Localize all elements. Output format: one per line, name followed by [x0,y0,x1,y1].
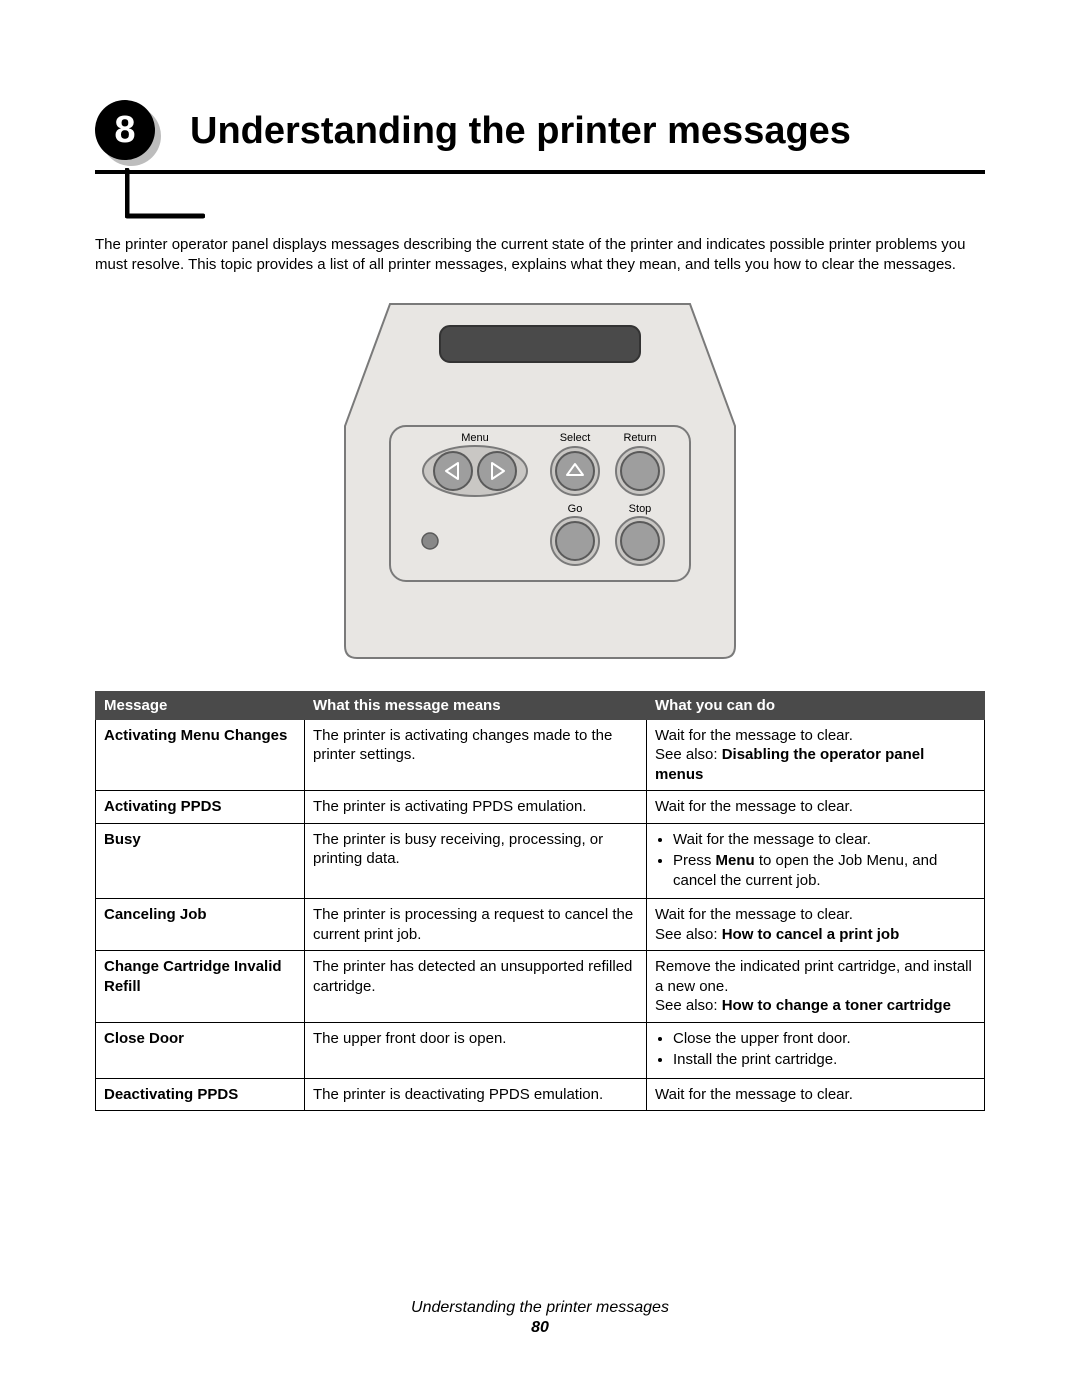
panel-label-go: Go [568,503,583,515]
page: 8 Understanding the printer messages The… [0,0,1080,1397]
panel-label-stop: Stop [629,503,652,515]
cell-do: Wait for the message to clear. See also:… [647,719,985,791]
table-row: Busy The printer is busy receiving, proc… [96,823,985,899]
cell-do: Wait for the message to clear. Press Men… [647,823,985,899]
do-text: Remove the indicated print cartridge, an… [655,958,972,995]
table-row: Canceling Job The printer is processing … [96,899,985,951]
header-do: What you can do [647,691,985,719]
header-means: What this message means [305,691,647,719]
do-text: Wait for the message to clear. [655,906,853,923]
page-footer: Understanding the printer messages 80 [0,1299,1080,1337]
panel-label-select: Select [560,432,591,444]
table-row: Close Door The upper front door is open.… [96,1022,985,1078]
table-row: Change Cartridge Invalid Refill The prin… [96,951,985,1023]
bullet: Wait for the message to clear. [673,830,976,850]
see-also-link[interactable]: How to cancel a print job [722,926,900,943]
cell-do: Remove the indicated print cartridge, an… [647,951,985,1023]
cell-means: The printer is deactivating PPDS emulati… [305,1078,647,1111]
cell-do: Wait for the message to clear. See also:… [647,899,985,951]
cell-do: Close the upper front door. Install the … [647,1022,985,1078]
see-also-label: See also: [655,926,722,943]
table-row: Activating Menu Changes The printer is a… [96,719,985,791]
cell-message: Change Cartridge Invalid Refill [96,951,305,1023]
table-row: Activating PPDS The printer is activatin… [96,791,985,824]
page-number: 80 [0,1319,1080,1337]
cell-means: The printer is busy receiving, processin… [305,823,647,899]
intro-paragraph: The printer operator panel displays mess… [95,235,985,276]
chapter-number: 8 [95,100,155,160]
see-also-label: See also: [655,997,722,1014]
cell-means: The printer is activating PPDS emulation… [305,791,647,824]
messages-table: Message What this message means What you… [95,691,985,1112]
chapter-title: Understanding the printer messages [190,110,851,153]
header-message: Message [96,691,305,719]
table-row: Deactivating PPDS The printer is deactiv… [96,1078,985,1111]
cell-message: Activating PPDS [96,791,305,824]
see-also-label: See also: [655,746,722,763]
cell-message: Busy [96,823,305,899]
cell-message: Deactivating PPDS [96,1078,305,1111]
cell-message: Canceling Job [96,899,305,951]
cell-message: Activating Menu Changes [96,719,305,791]
see-also-link[interactable]: How to change a toner cartridge [722,997,951,1014]
header-rule [95,170,985,174]
cell-means: The printer has detected an unsupported … [305,951,647,1023]
bullet: Close the upper front door. [673,1029,976,1049]
printer-panel-illustration: Menu Select Return Go Stop [340,296,740,666]
bullet: Press Menu to open the Job Menu, and can… [673,851,976,890]
callout-tail-icon [125,168,205,238]
bullet-pre: Press [673,852,716,869]
cell-message: Close Door [96,1022,305,1078]
cell-do: Wait for the message to clear. [647,791,985,824]
cell-means: The printer is activating changes made t… [305,719,647,791]
panel-label-return: Return [623,432,656,444]
bullet: Install the print cartridge. [673,1050,976,1070]
cell-do: Wait for the message to clear. [647,1078,985,1111]
cell-means: The upper front door is open. [305,1022,647,1078]
cell-means: The printer is processing a request to c… [305,899,647,951]
chapter-badge: 8 [95,100,159,164]
table-header-row: Message What this message means What you… [96,691,985,719]
chapter-header: 8 Understanding the printer messages [95,100,985,220]
panel-label-menu: Menu [461,432,489,444]
do-text: Wait for the message to clear. [655,727,853,744]
footer-title: Understanding the printer messages [411,1299,669,1316]
bullet-bold: Menu [716,852,755,869]
